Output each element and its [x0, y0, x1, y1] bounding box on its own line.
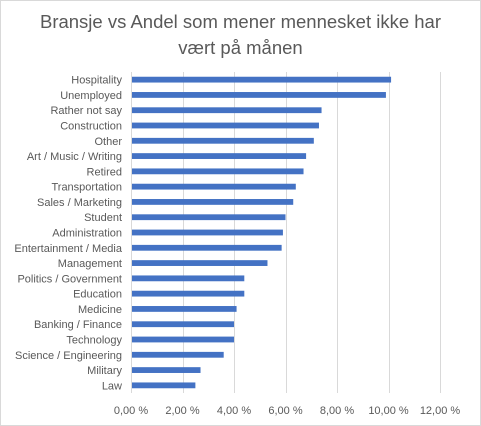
category-label: Politics / Government: [17, 273, 122, 285]
bar: [132, 244, 282, 251]
bar: [132, 183, 296, 190]
bar: [132, 214, 286, 221]
bar: [132, 199, 294, 205]
x-tick-label: 10,00 %: [368, 405, 409, 417]
bar: [132, 122, 319, 129]
category-label: Administration: [52, 228, 122, 240]
category-label: Science / Engineering: [15, 350, 122, 362]
x-tick-label: 0,00 %: [114, 405, 148, 417]
category-label: Transportation: [51, 182, 122, 194]
bar: [132, 229, 283, 236]
category-label: Banking / Finance: [34, 319, 122, 331]
x-tick-label: 12,00 %: [420, 405, 461, 417]
x-tick-label: 4,00 %: [217, 405, 251, 417]
category-label: Retired: [87, 166, 122, 178]
category-label: Construction: [60, 121, 122, 133]
bar: [132, 153, 307, 159]
x-tick-label: 6,00 %: [268, 405, 302, 417]
bar: [132, 92, 386, 98]
bar: [132, 351, 224, 358]
category-labels: Hospitality Unemployed Rather not say Const…: [14, 75, 122, 393]
bar: [132, 306, 237, 312]
category-label: Education: [73, 289, 122, 301]
bar: [132, 137, 314, 144]
bars: [132, 76, 392, 389]
x-axis-tick-labels: 0,00 % 2,00 % 4,00 % 6,00 % 8,00 % 10,00 % 12,…: [114, 405, 461, 417]
chart-title-line-1: Bransje vs Andel som mener mennesket ikk…: [39, 11, 442, 32]
category-label: Hospitality: [71, 75, 122, 87]
category-label: Medicine: [78, 304, 122, 316]
bar: [132, 336, 234, 343]
category-label: Sales / Marketing: [37, 197, 122, 209]
bar: [132, 168, 304, 175]
category-label: Unemployed: [60, 90, 122, 102]
bar: [132, 382, 196, 389]
category-label: Law: [102, 380, 122, 392]
category-label: Other: [94, 136, 122, 148]
bar: [132, 321, 234, 328]
bar: [132, 107, 322, 114]
category-label: Rather not say: [50, 105, 122, 117]
bar: [132, 76, 392, 83]
bar: [132, 275, 245, 282]
category-label: Student: [84, 212, 122, 224]
bar: [132, 290, 245, 297]
bar: [132, 367, 201, 373]
category-label: Entertainment / Media: [14, 243, 122, 255]
x-tick-label: 2,00 %: [165, 405, 199, 417]
bar: [132, 260, 268, 266]
category-label: Management: [58, 258, 122, 270]
x-tick-label: 8,00 %: [320, 405, 354, 417]
category-label: Military: [87, 365, 122, 377]
chart-title-line-2: vært på månen: [178, 37, 303, 58]
category-label: Art / Music / Writing: [27, 151, 122, 163]
chart-title: Bransje vs Andel som mener mennesket ikk…: [0, 9, 481, 61]
category-label: Technology: [66, 335, 122, 347]
